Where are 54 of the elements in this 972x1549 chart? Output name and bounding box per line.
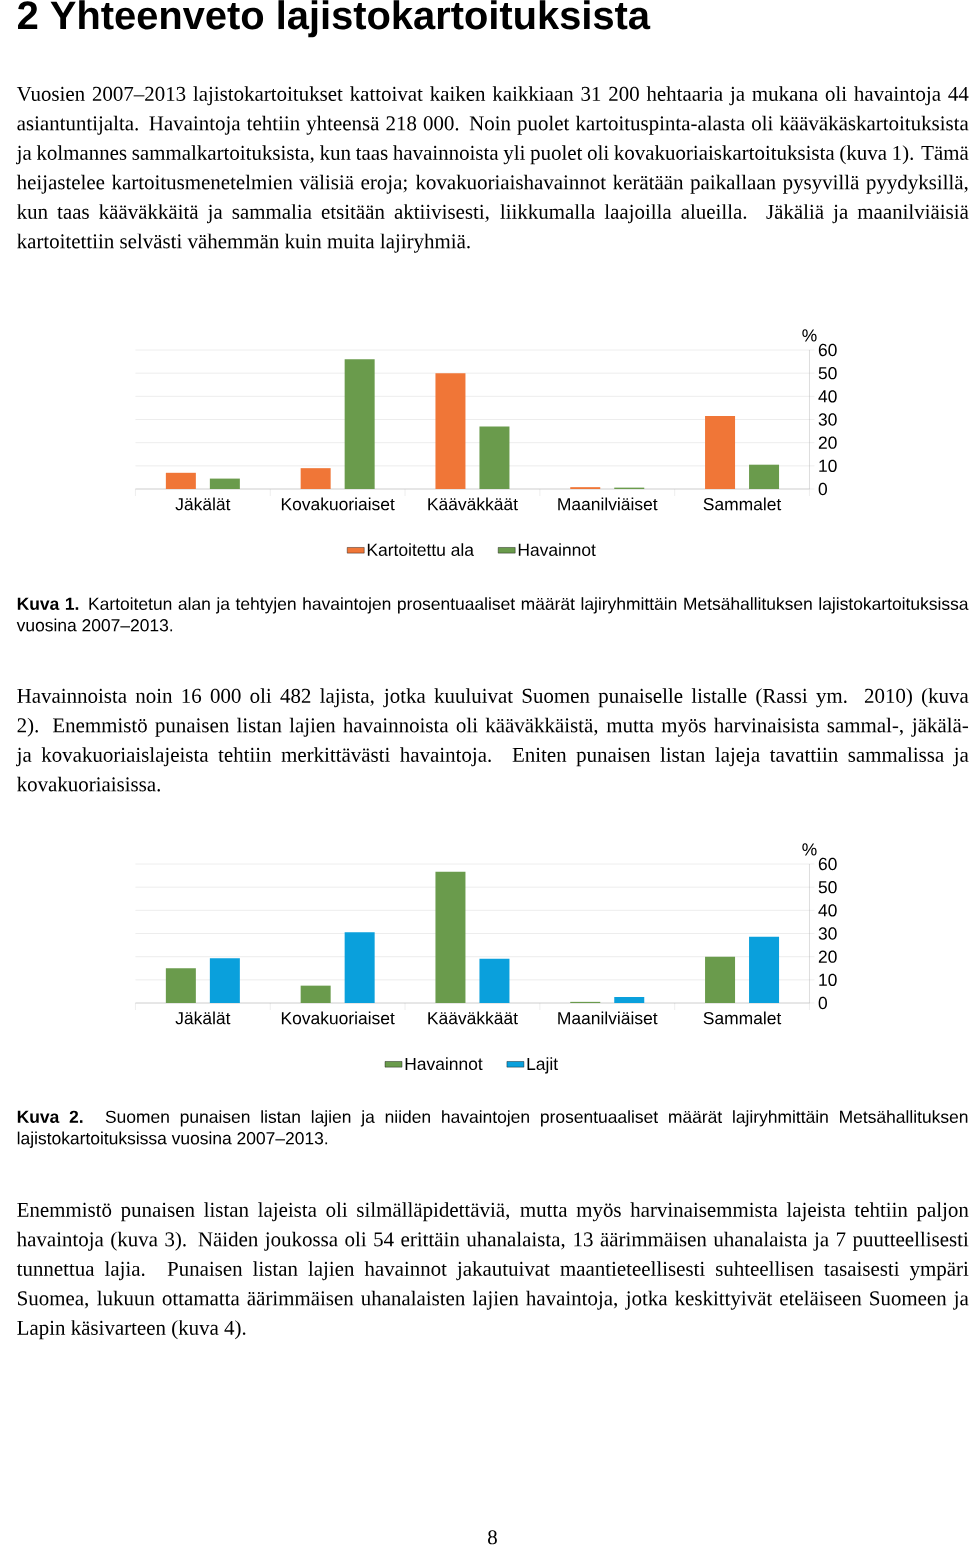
x-tick-label: Kääväkkäät xyxy=(428,497,518,511)
text: Havainnoista noin 16 000 oli 482 lajista, jotka kuuluivat Suomen punaiselle listalle (Rassi ym. 2010) (kuva 2). Enemmistö punaisen listan lajien havainnoista oli kääväkkäistä, mutta myös harvinaisista sammal-, jäkälä- ja kovakuoriaislajeista tehtiin merkittävästi havaintoja. Eniten punaisen listan lajeja tavattiin sammalissa ja kovakuoriaisissa. xyxy=(15,688,969,792)
y-tick-label: 10 xyxy=(819,973,837,987)
x-tick-label: Jäkälät xyxy=(175,497,231,511)
text: Enemmistö punaisen listan lajeista oli silmälläpidettäviä, mutta myös harvinaisemmista lajeista tehtiin paljon havaintoja (kuva 3). Näiden joukossa oli 54 erittäin uhanalaista, 13 äärimmäisen uhanalaista ja 7 puutteellisesti tunnettua lajia. Punaisen listan lajien havainnot jakautuivat maantieteellisesti suhteellisen tasaisesti ympäri Suomea, lukuun ottamatta äärimmäisen uhanalaisten lajien havaintoja, jotka keskittyivät eteläiseen Suomeen ja Lapin käsivarteen (kuva 4). xyxy=(16,1202,969,1340)
bar xyxy=(300,985,331,1004)
legend-label: Kartoitettu ala xyxy=(367,543,474,557)
x-tick-label: Sammalet xyxy=(703,1011,781,1025)
text: 8 xyxy=(487,1530,497,1545)
bar xyxy=(209,478,240,490)
legend-label: Havainnot xyxy=(405,1057,483,1071)
y-tick-label: 30 xyxy=(818,927,837,940)
chart-title: 2 Yhteenveto lajistokartoituksista xyxy=(17,0,651,38)
text: Vuosien 2007–2013 lajistokartoitukset kattoivat kaiken kaikkiaan 31 200 hehtaaria ja mukana oli havaintoja 44 asiantuntijalta. Havaintoja tehtiin yhteensä 218 000. Noin puolet kartoituspinta-alasta oli kääväkäskartoituksista ja kolmannes sammalkartoituksista, kun taas havainnoista yli puolet oli kovakuoriaiskartoituksista (kuva 1). Tämä heijastelee kartoitusmenetelmien välisiä eroja; kovakuoriaishavainnot kerätään paikallaan pysyvillä pyydyksillä, kun taas kääväkkäitä ja sammalia etsitään aktiivisesti, liikkumalla laajoilla alueilla. Jäkäliä ja maanilviäisiä kartoitettiin selvästi vähemmän kuin muita lajiryhmiä. xyxy=(15,86,969,253)
y-tick-label: 40 xyxy=(818,390,837,403)
y-tick-label: 30 xyxy=(818,413,837,426)
bar xyxy=(165,472,196,490)
x-tick-label: Kääväkkäät xyxy=(428,1011,518,1025)
bar xyxy=(748,464,779,490)
y-tick-label: 50 xyxy=(818,367,837,380)
y-axis-title: % xyxy=(802,329,817,342)
bar xyxy=(344,359,375,490)
y-tick-label: 0 xyxy=(818,482,827,496)
bar xyxy=(479,426,510,490)
y-tick-label: 60 xyxy=(818,857,837,871)
x-tick-label: Kovakuoriaiset xyxy=(281,497,395,511)
bar xyxy=(704,416,735,490)
text: Kuva 2. Suomen punaisen listan lajien ja niiden havaintojen prosentuaaliset määrät lajiryhmittäin Metsähallituksen lajistokartoituksissa vuosina 2007–2013. xyxy=(17,1110,968,1148)
bar xyxy=(748,936,779,1004)
x-tick-label: Maanilviäiset xyxy=(558,497,658,511)
y-tick-label: 10 xyxy=(819,459,837,473)
y-axis-title: % xyxy=(802,843,817,856)
y-tick-label: 20 xyxy=(818,950,837,963)
bar xyxy=(614,997,645,1004)
bar xyxy=(435,871,466,1004)
bar xyxy=(209,958,240,1004)
bar xyxy=(300,468,331,490)
y-tick-label: 0 xyxy=(818,996,827,1010)
bar xyxy=(344,932,375,1004)
legend-label: Havainnot xyxy=(518,543,596,557)
bar xyxy=(435,373,466,490)
x-tick-label: Kovakuoriaiset xyxy=(281,1011,395,1025)
y-tick-label: 20 xyxy=(818,436,837,449)
bar xyxy=(479,958,510,1004)
text: Kuva 1. Kartoitetun alan ja tehtyjen havaintojen prosentuaaliset määrät lajiryhmittäin Metsähallituksen lajistokartoituksissa vuosina 2007–2013. xyxy=(16,597,969,632)
y-tick-label: 40 xyxy=(818,904,837,917)
bar xyxy=(165,968,196,1004)
x-tick-label: Jäkälät xyxy=(175,1011,231,1025)
y-tick-label: 50 xyxy=(818,881,837,894)
legend-label: Lajit xyxy=(527,1057,558,1074)
bar xyxy=(704,956,735,1004)
x-tick-label: Maanilviäiset xyxy=(558,1011,658,1025)
x-tick-label: Sammalet xyxy=(703,497,781,511)
y-tick-label: 60 xyxy=(818,343,837,357)
